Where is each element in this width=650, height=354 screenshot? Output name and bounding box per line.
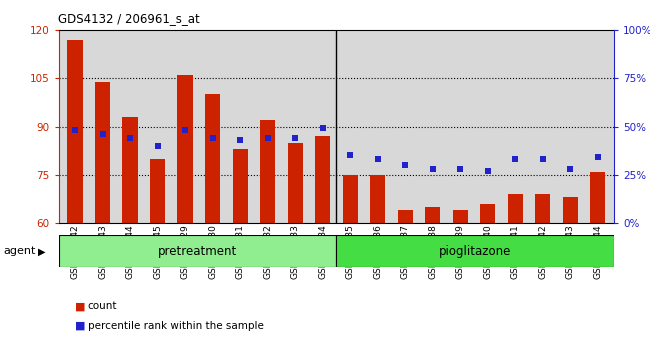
Bar xyxy=(452,210,468,223)
Bar xyxy=(177,75,192,223)
Point xyxy=(180,127,190,133)
Bar xyxy=(287,143,303,223)
Point xyxy=(510,156,521,162)
Bar xyxy=(122,117,138,223)
Point xyxy=(593,155,603,160)
Point xyxy=(428,166,438,172)
Point xyxy=(235,137,245,143)
Text: percentile rank within the sample: percentile rank within the sample xyxy=(88,321,264,331)
Bar xyxy=(508,194,523,223)
Bar xyxy=(370,175,385,223)
Point xyxy=(482,168,493,174)
Point xyxy=(70,127,80,133)
Point xyxy=(152,143,162,149)
Bar xyxy=(480,204,495,223)
Text: pretreatment: pretreatment xyxy=(158,245,237,258)
Text: pioglitazone: pioglitazone xyxy=(439,245,512,258)
Bar xyxy=(535,194,551,223)
Bar xyxy=(315,136,330,223)
Bar xyxy=(68,40,83,223)
Point xyxy=(290,135,300,141)
Bar xyxy=(563,197,578,223)
Bar xyxy=(425,207,440,223)
Point xyxy=(455,166,465,172)
Bar xyxy=(590,172,605,223)
Bar xyxy=(205,95,220,223)
Text: count: count xyxy=(88,301,117,311)
Point xyxy=(565,166,575,172)
Text: ▶: ▶ xyxy=(38,246,46,256)
Point xyxy=(98,131,108,137)
Text: ■: ■ xyxy=(75,321,85,331)
Point xyxy=(263,135,273,141)
Bar xyxy=(150,159,165,223)
Point xyxy=(125,135,135,141)
Bar xyxy=(95,81,110,223)
Bar xyxy=(343,175,358,223)
Text: agent: agent xyxy=(3,246,36,256)
Point xyxy=(345,153,356,158)
Text: ■: ■ xyxy=(75,301,85,311)
Text: GDS4132 / 206961_s_at: GDS4132 / 206961_s_at xyxy=(58,12,200,25)
Bar xyxy=(398,210,413,223)
Bar xyxy=(233,149,248,223)
Point xyxy=(317,126,328,131)
Bar xyxy=(337,235,614,267)
Point xyxy=(372,156,383,162)
Point xyxy=(400,162,410,168)
Bar xyxy=(58,235,337,267)
Point xyxy=(538,156,548,162)
Point xyxy=(207,135,218,141)
Bar xyxy=(260,120,275,223)
